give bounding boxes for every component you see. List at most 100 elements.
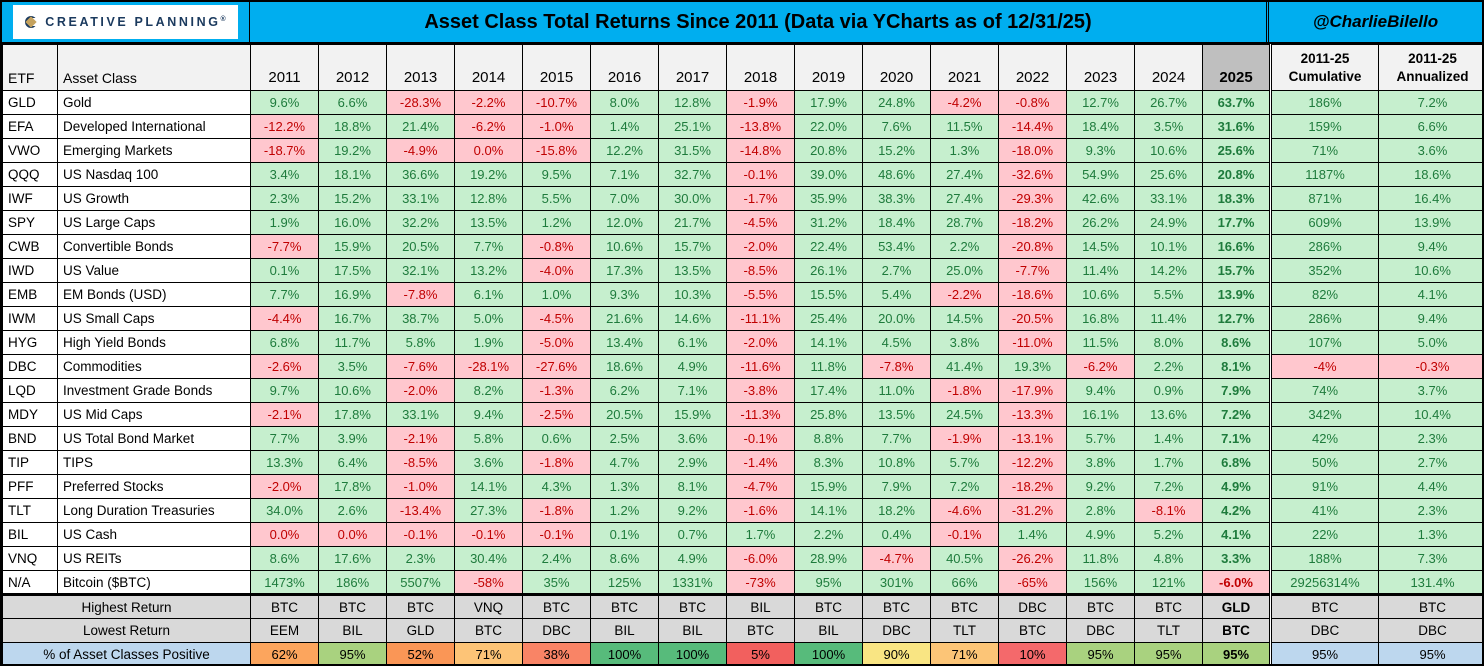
pff-2018: -4.7% (726, 474, 795, 499)
dbc-2018: -11.6% (726, 354, 795, 379)
vnq-2011: 8.6% (250, 546, 319, 571)
n-a-2020: 301% (862, 570, 931, 595)
spy-2019: 31.2% (794, 210, 863, 235)
summary-row-of-asset-classes-positive: % of Asset Classes Positive 62% 95% 52% 71% 3… (2, 642, 1482, 664)
qqq-2015: 9.5% (522, 162, 591, 187)
etf-cwb: CWB (2, 234, 58, 259)
tlt-2024: -8.1% (1134, 498, 1203, 523)
qqq-2014: 19.2% (454, 162, 523, 187)
iwm-2018: -11.1% (726, 306, 795, 331)
highest-return-2016: BTC (590, 593, 659, 619)
highest-return-2013: BTC (386, 593, 455, 619)
lowest-return-2019: BIL (794, 618, 863, 643)
emb-2015: 1.0% (522, 282, 591, 307)
bnd-2025: 7.1% (1202, 426, 1271, 451)
bil-2022: 1.4% (998, 522, 1067, 547)
hyg-cumulative: 107% (1269, 330, 1379, 355)
dbc-cumulative: -4% (1269, 354, 1379, 379)
iwm-annualized: 9.4% (1378, 306, 1482, 331)
lowest-return-2016: BIL (590, 618, 659, 643)
bil-2016: 0.1% (590, 522, 659, 547)
iwm-cumulative: 286% (1269, 306, 1379, 331)
emb-2016: 9.3% (590, 282, 659, 307)
hyg-2021: 3.8% (930, 330, 999, 355)
vwo-2020: 15.2% (862, 138, 931, 163)
vwo-2013: -4.9% (386, 138, 455, 163)
gld-2020: 24.8% (862, 90, 931, 115)
tip-2016: 4.7% (590, 450, 659, 475)
lowest-return-2017: BIL (658, 618, 727, 643)
of-asset-classes-positive-2019: 100% (794, 642, 863, 664)
of-asset-classes-positive-2020: 90% (862, 642, 931, 664)
lqd-2025: 7.9% (1202, 378, 1271, 403)
efa-2015: -1.0% (522, 114, 591, 139)
bil-2020: 0.4% (862, 522, 931, 547)
highest-return-annualized: BTC (1378, 593, 1482, 619)
hyg-2022: -11.0% (998, 330, 1067, 355)
iwm-2021: 14.5% (930, 306, 999, 331)
vnq-2023: 11.8% (1066, 546, 1135, 571)
iwd-annualized: 10.6% (1378, 258, 1482, 283)
n-a-cumulative: 29256314% (1269, 570, 1379, 595)
lqd-2013: -2.0% (386, 378, 455, 403)
emb-2020: 5.4% (862, 282, 931, 307)
spy-cumulative: 609% (1269, 210, 1379, 235)
col-header-2025: 2025 (1202, 44, 1271, 91)
emb-2012: 16.9% (318, 282, 387, 307)
n-a-2015: 35% (522, 570, 591, 595)
vwo-2025: 25.6% (1202, 138, 1271, 163)
vnq-2015: 2.4% (522, 546, 591, 571)
bnd-2016: 2.5% (590, 426, 659, 451)
efa-annualized: 6.6% (1378, 114, 1482, 139)
efa-2018: -13.8% (726, 114, 795, 139)
bnd-2012: 3.9% (318, 426, 387, 451)
of-asset-classes-positive-2015: 38% (522, 642, 591, 664)
asset-class-bnd: US Total Bond Market (57, 426, 251, 451)
tlt-2025: 4.2% (1202, 498, 1271, 523)
mdy-2022: -13.3% (998, 402, 1067, 427)
highest-return-2015: BTC (522, 593, 591, 619)
mdy-annualized: 10.4% (1378, 402, 1482, 427)
col-header-2015: 2015 (522, 44, 591, 91)
iwm-2022: -20.5% (998, 306, 1067, 331)
tlt-2023: 2.8% (1066, 498, 1135, 523)
qqq-2011: 3.4% (250, 162, 319, 187)
tip-2020: 10.8% (862, 450, 931, 475)
iwf-2023: 42.6% (1066, 186, 1135, 211)
n-a-2013: 5507% (386, 570, 455, 595)
etf-tip: TIP (2, 450, 58, 475)
vnq-2013: 2.3% (386, 546, 455, 571)
efa-2013: 21.4% (386, 114, 455, 139)
iwm-2024: 11.4% (1134, 306, 1203, 331)
asset-class-iwf: US Growth (57, 186, 251, 211)
cwb-2025: 16.6% (1202, 234, 1271, 259)
mdy-2011: -2.1% (250, 402, 319, 427)
lowest-return-2021: TLT (930, 618, 999, 643)
gld-annualized: 7.2% (1378, 90, 1482, 115)
bil-2018: 1.7% (726, 522, 795, 547)
table-row-iwd: IWD US Value 0.1% 17.5% 32.1% 13.2% -4.0% 17.3%… (2, 258, 1482, 283)
asset-class-iwd: US Value (57, 258, 251, 283)
emb-annualized: 4.1% (1378, 282, 1482, 307)
of-asset-classes-positive-2017: 100% (658, 642, 727, 664)
etf-gld: GLD (2, 90, 58, 115)
hyg-2019: 14.1% (794, 330, 863, 355)
iwd-2018: -8.5% (726, 258, 795, 283)
mdy-2017: 15.9% (658, 402, 727, 427)
highest-return-2017: BTC (658, 593, 727, 619)
gld-2013: -28.3% (386, 90, 455, 115)
tip-2024: 1.7% (1134, 450, 1203, 475)
gld-2011: 9.6% (250, 90, 319, 115)
lowest-return-2013: GLD (386, 618, 455, 643)
hyg-2020: 4.5% (862, 330, 931, 355)
page-title: Asset Class Total Returns Since 2011 (Da… (424, 10, 1092, 33)
vnq-cumulative: 188% (1269, 546, 1379, 571)
pff-2024: 7.2% (1134, 474, 1203, 499)
etf-dbc: DBC (2, 354, 58, 379)
highest-return-2025: GLD (1202, 593, 1271, 619)
summary-row-highest-return: Highest Return BTC BTC BTC VNQ BTC BTC BTC BIL BT… (2, 593, 1482, 619)
etf-vnq: VNQ (2, 546, 58, 571)
bil-2023: 4.9% (1066, 522, 1135, 547)
gld-2017: 12.8% (658, 90, 727, 115)
efa-2017: 25.1% (658, 114, 727, 139)
